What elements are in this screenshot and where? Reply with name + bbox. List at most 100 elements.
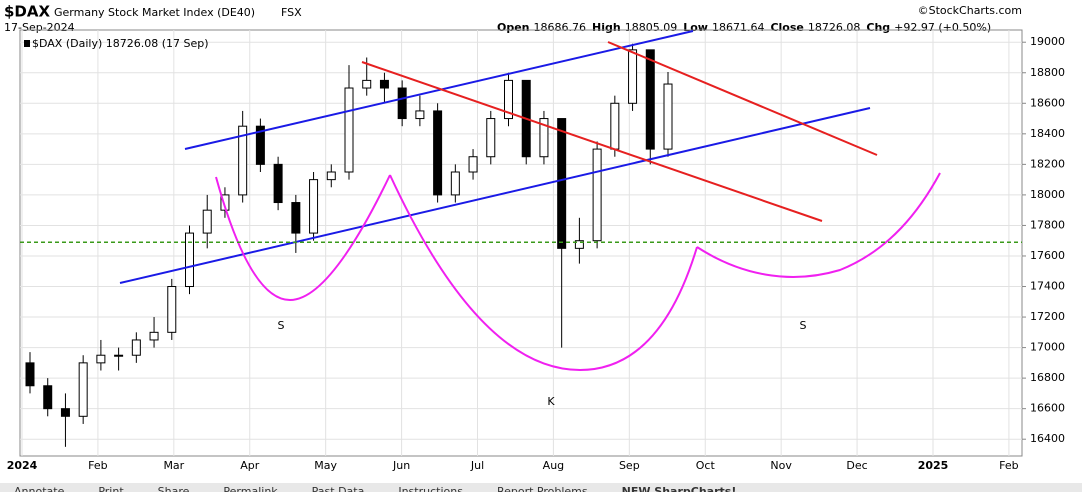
pattern-label: S: [278, 319, 285, 332]
candle-body: [43, 385, 53, 410]
candle-body: [25, 362, 35, 387]
candle-body: [486, 118, 496, 158]
candle-body: [220, 194, 230, 211]
x-tick-label: May: [314, 459, 337, 472]
candle-body: [539, 118, 549, 158]
candle-body: [326, 171, 336, 181]
shoulder-arc: [696, 172, 941, 278]
candle-body: [255, 125, 265, 165]
toolbar: Annotate Print Share Permalink Past Data Inst…: [0, 483, 1082, 492]
candle-body: [645, 49, 655, 150]
candle-body: [610, 102, 620, 150]
toolbar-item[interactable]: Instructions: [398, 485, 463, 492]
candle-body: [450, 171, 460, 196]
toolbar-item[interactable]: Annotate: [14, 485, 65, 492]
x-tick-label: Dec: [846, 459, 867, 472]
shoulder-arc: [215, 174, 391, 302]
candle-body: [433, 110, 443, 196]
candle-body: [114, 354, 124, 357]
candle-body: [362, 79, 372, 89]
candles: [25, 43, 673, 447]
candle-body: [574, 240, 584, 249]
quote-value: 18805.09: [625, 21, 678, 34]
y-tick-label: 16800: [1030, 371, 1065, 384]
x-tick-label: Aug: [543, 459, 564, 472]
quote-value: 18671.64: [712, 21, 765, 34]
channel-bottom: [119, 107, 871, 284]
candle-body: [167, 286, 177, 333]
exchange: FSX: [281, 6, 302, 19]
x-tick-label: Mar: [163, 459, 184, 472]
x-tick-label: Feb: [999, 459, 1018, 472]
y-tick-label: 18400: [1030, 127, 1065, 140]
quote-value: +92.97 (+0.50%): [894, 21, 991, 34]
candle-body: [96, 354, 106, 364]
candle-body: [291, 202, 301, 234]
y-tick-label: 17400: [1030, 280, 1065, 293]
toolbar-item[interactable]: Report Problems: [497, 485, 588, 492]
y-tick-label: 18000: [1030, 188, 1065, 201]
candle-body: [238, 125, 248, 196]
candle-body: [628, 49, 638, 104]
quote-value: 18686.76: [534, 21, 587, 34]
quote-label: High: [592, 21, 621, 34]
date: 17-Sep-2024: [4, 21, 75, 34]
candle-body: [273, 163, 283, 204]
y-tick-label: 17200: [1030, 310, 1065, 323]
legend-icon: [24, 40, 30, 47]
index-name: Germany Stock Market Index (DE40): [54, 6, 255, 19]
channel-top: [184, 30, 694, 150]
red-line: [361, 61, 823, 222]
candle-body: [185, 232, 194, 288]
candle-body: [379, 79, 389, 89]
y-tick-label: 18800: [1030, 66, 1065, 79]
toolbar-item[interactable]: Print: [98, 485, 124, 492]
x-tick-label: Sep: [619, 459, 640, 472]
candle-body: [309, 179, 319, 234]
toolbar-item[interactable]: NEW SharpCharts!: [622, 485, 737, 492]
y-tick-label: 19000: [1030, 35, 1065, 48]
pattern-label: K: [547, 395, 555, 408]
candle-body: [60, 408, 70, 417]
candle-body: [504, 79, 513, 120]
x-tick-label: Jul: [470, 459, 484, 472]
candle-body: [397, 87, 407, 120]
x-tick-label: Apr: [240, 459, 260, 472]
toolbar-item[interactable]: Share: [158, 485, 190, 492]
candle-body: [468, 156, 478, 173]
x-tick-label: Oct: [696, 459, 716, 472]
candle-body: [663, 83, 673, 150]
y-tick-label: 17800: [1030, 218, 1065, 231]
candle-body: [592, 148, 602, 242]
y-tick-label: 16600: [1030, 402, 1065, 415]
y-tick-label: 16400: [1030, 432, 1065, 445]
y-tick-label: 17000: [1030, 341, 1065, 354]
toolbar-item[interactable]: Permalink: [223, 485, 278, 492]
symbol: $DAX: [4, 3, 50, 21]
plot-frame: [19, 29, 1023, 457]
x-tick-label: 2025: [918, 459, 949, 472]
y-tick-label: 17600: [1030, 249, 1065, 262]
legend: $DAX (Daily) 18726.08 (17 Sep): [32, 37, 209, 50]
quote-label: Open: [497, 21, 530, 34]
grid: [20, 30, 1026, 456]
candle-body: [149, 331, 159, 341]
pattern-label: S: [800, 319, 807, 332]
candle-body: [415, 110, 425, 120]
quote-label: Close: [770, 21, 803, 34]
quote-label: Chg: [866, 21, 890, 34]
x-tick-label: Nov: [770, 459, 792, 472]
candle-body: [202, 209, 212, 234]
x-tick-label: Jun: [392, 459, 410, 472]
y-tick-label: 18200: [1030, 157, 1065, 170]
candle-body: [557, 118, 567, 249]
toolbar-item[interactable]: Past Data: [312, 485, 365, 492]
overlays: [119, 30, 941, 372]
candle-body: [344, 87, 354, 173]
credit: ©StockCharts.com: [918, 4, 1022, 17]
y-tick-label: 18600: [1030, 96, 1065, 109]
x-tick-label: Feb: [88, 459, 107, 472]
head-arc: [389, 174, 698, 372]
